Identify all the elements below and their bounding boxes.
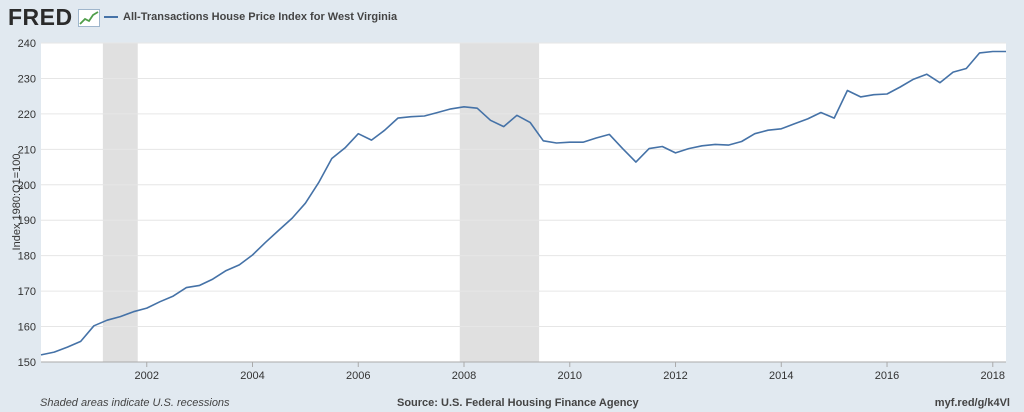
y-tick-label: 200	[18, 180, 36, 192]
x-tick-label: 2018	[981, 370, 1005, 382]
x-tick-label: 2014	[769, 370, 793, 382]
x-tick-label: 2004	[240, 370, 264, 382]
y-tick-label: 150	[18, 357, 36, 369]
x-tick-label: 2002	[135, 370, 159, 382]
recession-band-0	[102, 43, 138, 362]
legend-swatch	[104, 16, 118, 18]
short-link[interactable]: myf.red/g/k4Vl	[934, 397, 1010, 409]
recession-shading	[102, 43, 540, 362]
recession-note: Shaded areas indicate U.S. recessions	[40, 397, 230, 409]
x-tick-label: 2006	[346, 370, 370, 382]
fred-logo[interactable]: FRED	[8, 4, 73, 30]
trend-chart-icon	[78, 9, 100, 27]
series-line-0[interactable]	[40, 50, 1006, 356]
x-tick-label: 2010	[558, 370, 582, 382]
y-tick-labels: 150 160 170 180 190 200 210 220 230 240	[18, 38, 36, 369]
legend[interactable]: All-Transactions House Price Index for W…	[104, 11, 397, 23]
source-note: Source: U.S. Federal Housing Finance Age…	[397, 397, 639, 409]
y-tick-label: 170	[18, 286, 36, 298]
y-axis-title: Index 1980:Q1=100	[11, 154, 23, 251]
y-tick-label: 240	[18, 38, 36, 50]
x-tick-label: 2016	[875, 370, 899, 382]
y-tick-label: 230	[18, 73, 36, 85]
recession-band-1	[459, 43, 540, 362]
series-layer	[40, 50, 1006, 356]
y-tick-label: 220	[18, 109, 36, 121]
legend-label: All-Transactions House Price Index for W…	[123, 11, 398, 23]
chart-header: FRED All-Transactions House Price Index …	[0, 0, 1024, 36]
y-tick-label: 210	[18, 144, 36, 156]
y-tick-label: 180	[18, 251, 36, 263]
x-tick-label: 2012	[663, 370, 687, 382]
y-tick-label: 190	[18, 215, 36, 227]
x-tick-labels: 2002 2004 2006 2008 2010 2012 2014 2016 2018	[41, 361, 1006, 382]
x-tick-label: 2008	[452, 370, 476, 382]
y-tick-label: 160	[18, 322, 36, 334]
